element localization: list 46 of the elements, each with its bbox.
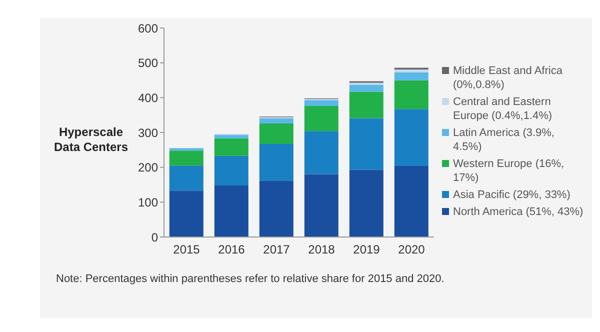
bar	[394, 69, 428, 72]
bar	[259, 180, 294, 237]
bar	[349, 170, 384, 237]
bar	[259, 144, 294, 181]
bar	[304, 106, 338, 132]
y-tick-label: 200	[138, 160, 158, 175]
x-tick-label: 2018	[308, 242, 336, 257]
x-tick-label: 2016	[218, 242, 246, 257]
y-tick-label: 300	[138, 126, 158, 140]
bar	[394, 72, 428, 80]
bar	[214, 156, 248, 186]
bar	[169, 190, 204, 237]
bar	[349, 92, 384, 118]
bar	[304, 174, 338, 237]
text: Note: Percentages within parentheses refer to relative share for 2015 and 2020.	[56, 273, 444, 285]
legend-label: Asia Pacific (29%, 33%)	[453, 188, 570, 202]
y-axis-title: Hyperscale Data Centers	[52, 125, 130, 155]
y-tick-label: 400	[138, 90, 158, 105]
legend-label: Central and Eastern Europe (0.4%,1.4%)	[453, 94, 554, 122]
legend-label: Middle East and Africa (0%,0.8%)	[453, 64, 564, 92]
bar	[169, 166, 204, 191]
bar	[394, 80, 428, 110]
y-tick-label: 500	[138, 56, 158, 70]
legend-label: North America (51%, 43%)	[453, 204, 584, 218]
bar	[394, 109, 428, 166]
bar	[169, 148, 204, 151]
bar	[349, 118, 384, 170]
bar	[214, 185, 248, 237]
bar	[304, 100, 338, 106]
bar	[304, 131, 338, 174]
legend-label: Western Europe (16%, 17%)	[453, 156, 566, 184]
bar	[349, 84, 384, 92]
bar	[214, 134, 248, 138]
x-tick-label: 2020	[398, 242, 426, 257]
x-tick-label: 2019	[353, 242, 380, 257]
y-tick-label: 0	[151, 230, 158, 244]
bar	[394, 166, 428, 237]
bar	[214, 138, 248, 156]
bar	[169, 150, 204, 166]
bar	[259, 118, 294, 124]
y-tick-label: 100	[138, 195, 158, 210]
y-tick-label: 600	[138, 21, 158, 36]
x-tick-label: 2017	[263, 242, 290, 257]
legend-label: Latin America (3.9%, 4.5%)	[453, 126, 556, 154]
bar	[259, 123, 294, 144]
x-tick-label: 2015	[173, 242, 200, 257]
